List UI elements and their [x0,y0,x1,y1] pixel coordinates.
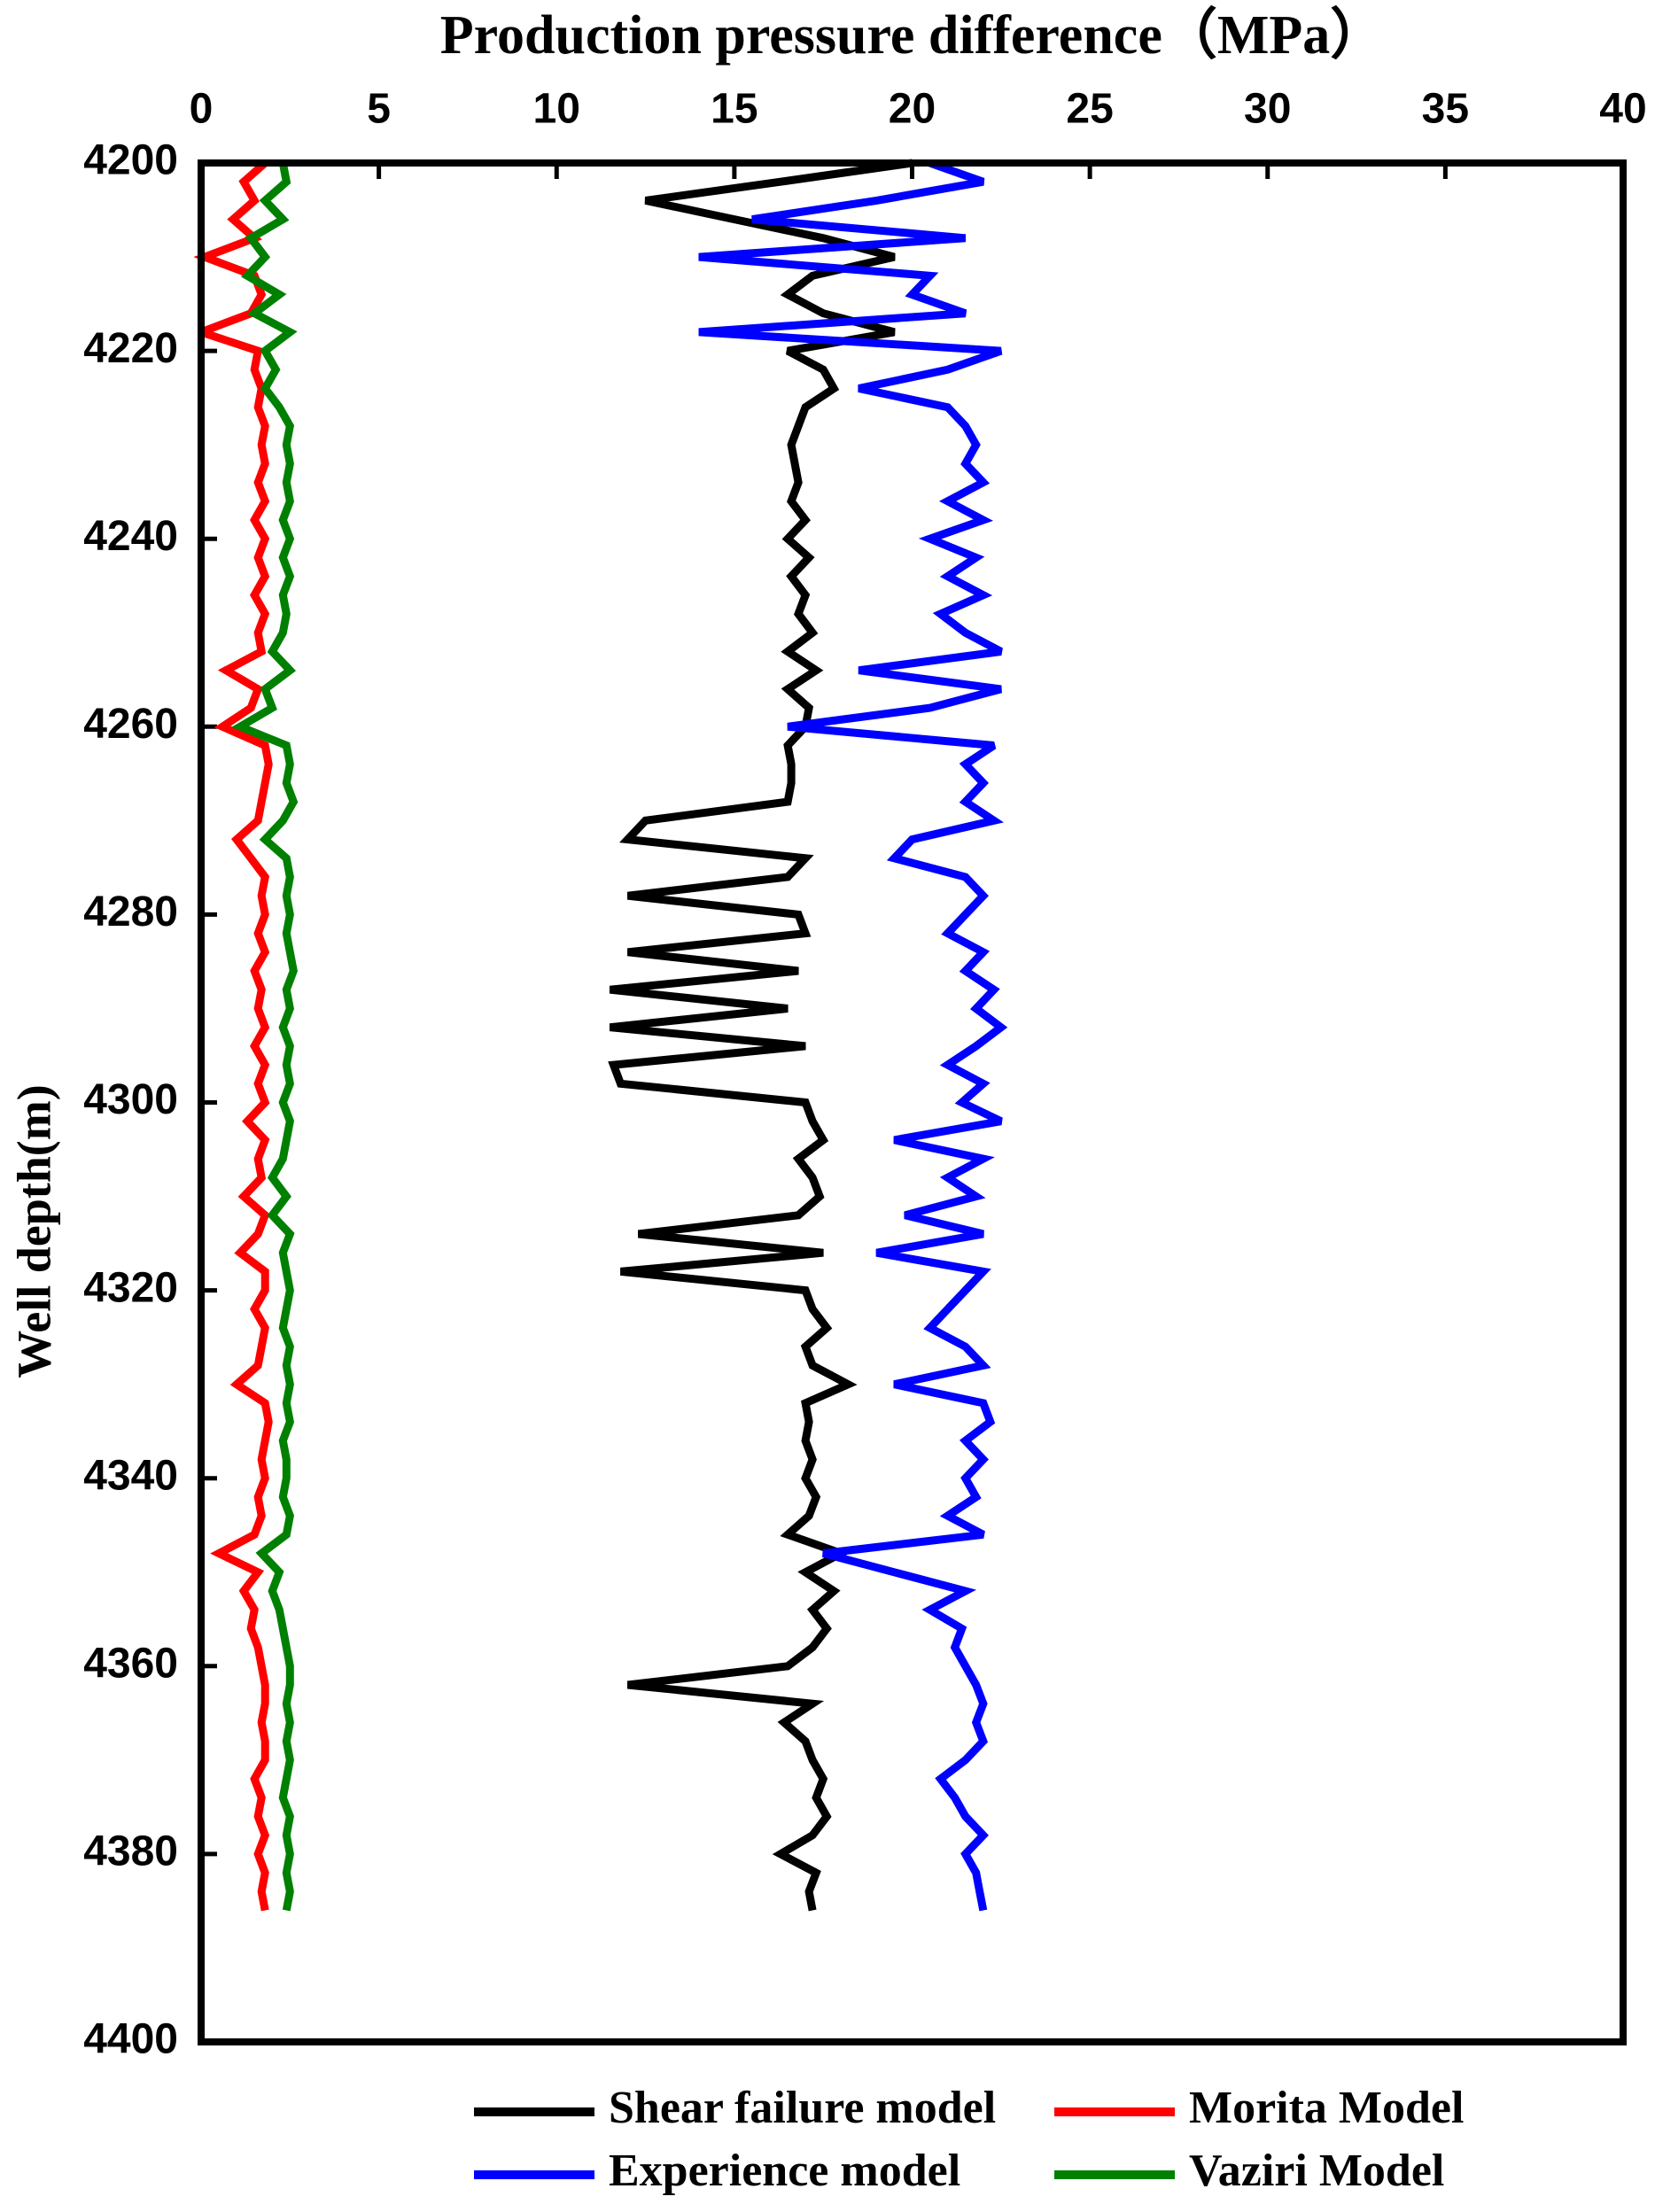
y-tick-label: 4260 [83,701,178,748]
x-tick-label: 10 [533,86,580,133]
y-tick-label: 4380 [83,1828,178,1875]
y-tick-label: 4280 [83,889,178,935]
legend-label: Vaziri Model [1189,2146,1444,2196]
y-tick-label: 4200 [83,137,178,184]
y-tick-label: 4300 [83,1076,178,1123]
series-line [193,159,273,1912]
legend-label: Experience model [609,2146,960,2196]
y-tick-label: 4340 [83,1452,178,1499]
y-tick-label: 4240 [83,513,178,560]
y-tick-label: 4360 [83,1640,178,1687]
legend-label: Morita Model [1189,2083,1464,2133]
x-tick-label: 20 [889,86,936,133]
series-line [230,162,299,1912]
x-tick-label: 0 [190,86,214,133]
legend-label: Shear failure model [609,2083,996,2133]
chart-title: Production pressure difference（MPa） [440,4,1386,66]
x-tick-label: 30 [1244,86,1291,133]
x-tick-label: 15 [711,86,758,133]
x-tick-label: 40 [1599,86,1646,133]
y-tick-label: 4220 [83,325,178,372]
y-tick-label: 4400 [83,2016,178,2063]
series-line [698,159,1008,1912]
x-tick-label: 35 [1422,86,1469,133]
x-tick-label: 25 [1066,86,1113,133]
y-axis-label: Well depth(m) [7,1084,60,1378]
series-line [608,159,913,1912]
x-tick-label: 5 [367,86,391,133]
plot-frame [198,159,1627,2045]
y-tick-label: 4320 [83,1264,178,1311]
